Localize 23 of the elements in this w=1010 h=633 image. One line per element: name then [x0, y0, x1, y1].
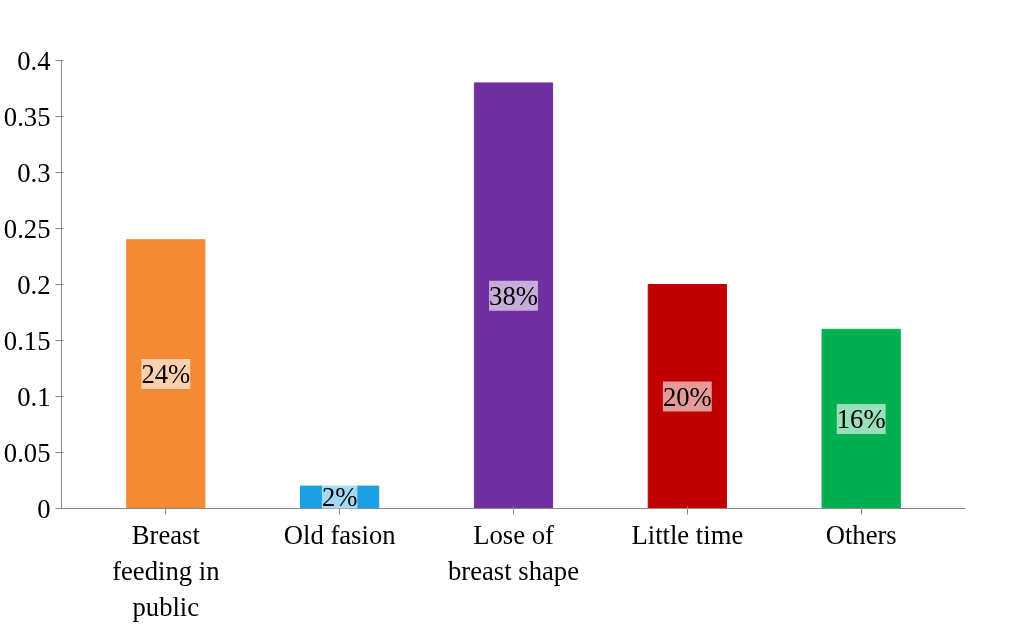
- y-tick-label: 0: [37, 493, 51, 524]
- x-tick-label: Others: [825, 519, 897, 550]
- data-label: 20%: [662, 381, 712, 412]
- y-tick-label: 0.05: [3, 437, 51, 468]
- y-tick-label: 0.15: [3, 325, 51, 356]
- y-tick-label: 0.4: [17, 45, 51, 76]
- x-tick-label: Breast feeding in public: [112, 519, 220, 622]
- y-tick-label: 0.2: [17, 269, 51, 300]
- data-label: 16%: [836, 403, 886, 434]
- x-tick-label: Lose of breast shape: [448, 519, 580, 586]
- data-label: 38%: [489, 280, 538, 311]
- x-tick-label: Old fasion: [283, 519, 396, 550]
- y-tick-label: 0.35: [3, 101, 51, 132]
- bar: [647, 284, 727, 509]
- bar: [821, 328, 901, 509]
- y-tick-label: 0.3: [17, 157, 51, 188]
- bar: [126, 239, 206, 509]
- bar: [473, 82, 554, 509]
- y-tick-label: 0.25: [3, 213, 51, 244]
- x-tick-label: Little time: [631, 519, 744, 550]
- data-label: 2%: [321, 482, 358, 513]
- data-label: 24%: [141, 359, 191, 390]
- y-tick-label: 0.1: [17, 381, 51, 412]
